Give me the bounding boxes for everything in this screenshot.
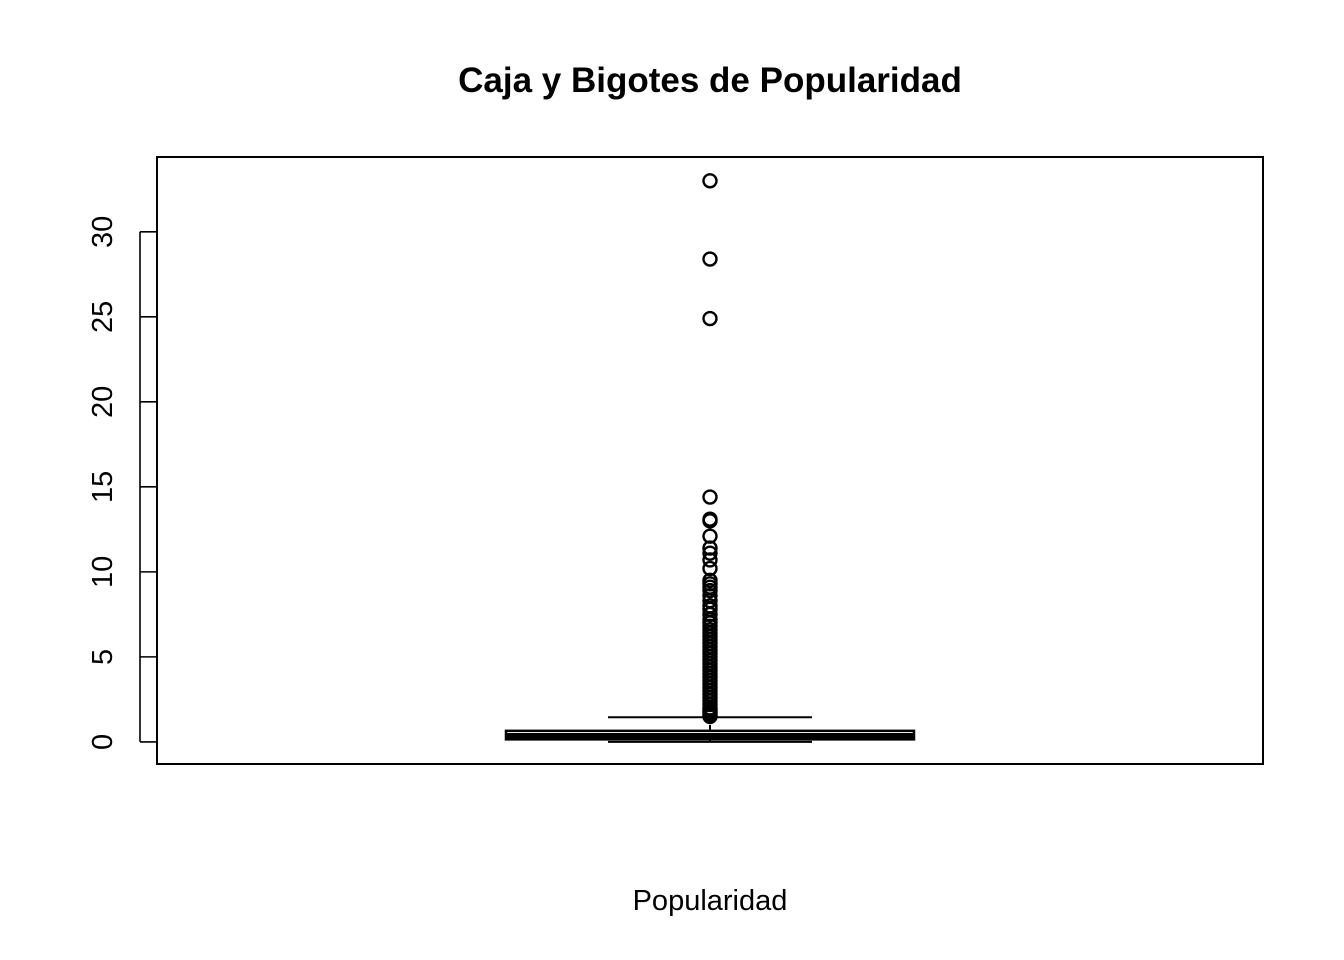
outlier-point [702, 251, 718, 267]
y-tick-label: 30 [87, 216, 119, 248]
outlier-point [702, 310, 718, 327]
outlier-point [702, 173, 718, 189]
outliers [702, 173, 718, 725]
plot-frame [156, 156, 1264, 765]
outlier-point [702, 545, 718, 561]
outlier-point [702, 582, 718, 599]
outlier-point [702, 489, 718, 505]
y-tick-label: 20 [87, 386, 119, 418]
outlier-point [702, 708, 718, 725]
outlier-point [702, 513, 718, 529]
y-tick-label: 25 [87, 301, 119, 333]
x-axis-label: Popularidad [633, 885, 788, 917]
y-axis: 0 5 10 15 20 25 30 [87, 216, 157, 750]
chart-title: Caja y Bigotes de Popularidad [458, 61, 962, 100]
y-tick-label: 0 [87, 734, 119, 750]
y-tick-label: 15 [87, 471, 119, 503]
outlier-point [702, 552, 718, 568]
y-tick-label: 5 [87, 649, 119, 665]
y-tick-label: 10 [87, 556, 119, 588]
